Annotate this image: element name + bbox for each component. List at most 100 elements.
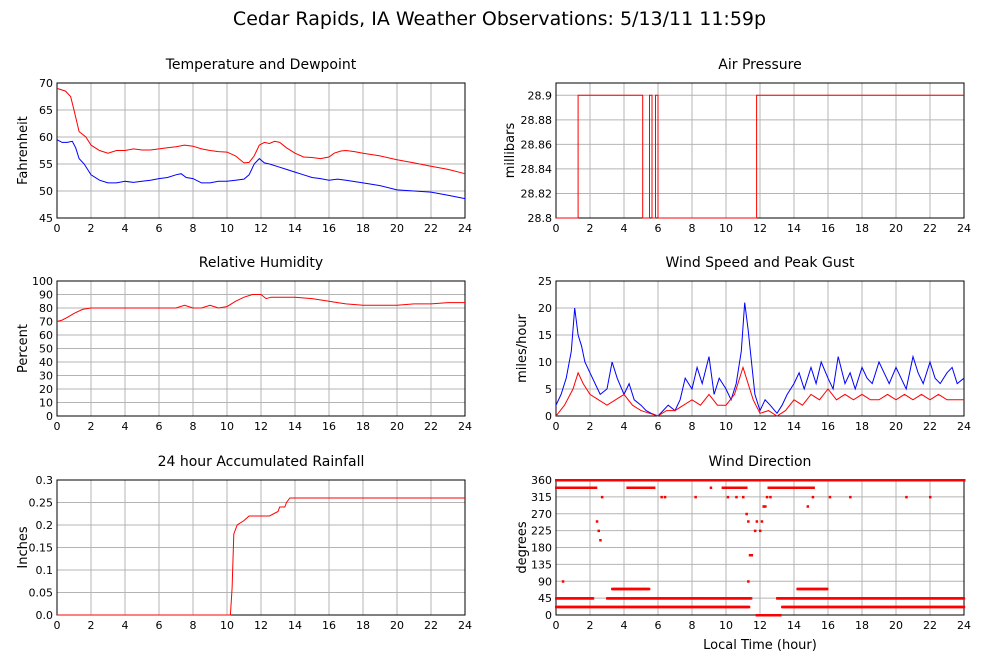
- y-tick-label-dir: 315: [531, 491, 552, 504]
- scatter-point-dir: [779, 614, 782, 617]
- x-tick-label-wind: 12: [753, 420, 767, 433]
- plot-frame-rh: [56, 280, 466, 417]
- x-tick-label-temp: 4: [122, 222, 129, 235]
- x-tick-label-rain: 10: [220, 619, 234, 632]
- x-tick-label-press: 10: [719, 222, 733, 235]
- y-tick-label-rain: 0.05: [29, 587, 54, 600]
- scatter-point-dir: [652, 486, 656, 489]
- scatter-point-dir: [726, 495, 730, 499]
- series-line-press-0: [556, 94, 964, 219]
- y-axis-label-rh: Percent: [16, 324, 31, 373]
- x-tick-label-press: 8: [689, 222, 696, 235]
- x-tick-label-rh: 10: [220, 420, 234, 433]
- scatter-point-dir: [660, 495, 663, 499]
- scatter-point-dir: [759, 529, 762, 533]
- x-tick-label-temp: 16: [322, 222, 336, 235]
- scatter-point-dir: [905, 495, 908, 499]
- y-axis-label-wind: miles/hour: [515, 313, 530, 382]
- x-tick-label-rh: 20: [390, 420, 404, 433]
- x-tick-label-wind: 4: [621, 420, 628, 433]
- x-tick-label-wind: 10: [719, 420, 733, 433]
- x-tick-label-press: 0: [553, 222, 560, 235]
- series-line-rh-0: [56, 294, 465, 322]
- x-tick-label-wind: 0: [553, 420, 560, 433]
- y-tick-label-dir: 270: [531, 508, 552, 521]
- x-tick-label-press: 22: [923, 222, 937, 235]
- x-tick-label-temp: 18: [356, 222, 370, 235]
- x-tick-label-temp: 14: [288, 222, 302, 235]
- y-tick-label-rh: 20: [39, 383, 53, 396]
- y-tick-label-rh: 50: [39, 343, 53, 356]
- x-tick-label-wind: 14: [787, 420, 801, 433]
- x-tick-label-rain: 4: [122, 619, 129, 632]
- x-tick-label-rh: 18: [356, 420, 370, 433]
- y-tick-label-wind: 20: [538, 302, 552, 315]
- y-tick-label-rh: 80: [39, 302, 53, 315]
- x-tick-label-dir: 18: [855, 619, 869, 632]
- x-tick-label-rh: 14: [288, 420, 302, 433]
- x-tick-label-press: 18: [855, 222, 869, 235]
- x-tick-label-rain: 12: [254, 619, 268, 632]
- y-tick-label-rh: 0: [46, 410, 53, 423]
- y-tick-label-dir: 180: [531, 542, 552, 555]
- plot-frame-wind: [555, 280, 965, 417]
- y-tick-label-rh: 30: [39, 370, 53, 383]
- x-tick-label-dir: 2: [587, 619, 594, 632]
- x-tick-label-wind: 6: [655, 420, 662, 433]
- x-tick-label-dir: 0: [553, 619, 560, 632]
- x-tick-label-rh: 2: [88, 420, 95, 433]
- scatter-point-dir: [747, 605, 751, 609]
- chart-title-dir: Wind Direction: [709, 454, 812, 470]
- scatter-point-dir: [811, 495, 815, 499]
- scatter-point-dir: [812, 486, 815, 489]
- x-tick-label-wind: 24: [957, 420, 971, 433]
- y-tick-label-wind: 5: [545, 383, 552, 396]
- x-tick-label-press: 12: [753, 222, 767, 235]
- y-tick-label-wind: 25: [538, 275, 552, 288]
- y-tick-label-press: 28.8: [528, 212, 553, 225]
- x-tick-label-rh: 12: [254, 420, 268, 433]
- y-tick-label-temp: 45: [39, 212, 53, 225]
- scatter-point-dir: [828, 495, 832, 499]
- x-tick-label-wind: 20: [889, 420, 903, 433]
- scatter-point-dir: [963, 479, 966, 482]
- scatter-point-dir: [745, 486, 748, 489]
- y-tick-label-dir: 45: [538, 592, 552, 605]
- scatter-point-dir: [929, 495, 932, 499]
- y-tick-label-rain: 0.1: [36, 564, 54, 577]
- x-tick-label-rain: 0: [54, 619, 61, 632]
- scatter-point-dir: [694, 495, 697, 499]
- x-tick-label-dir: 14: [787, 619, 801, 632]
- scatter-point-dir: [849, 495, 852, 499]
- scatter-point-dir: [750, 554, 753, 557]
- y-axis-label-temp: Fahrenheit: [16, 116, 31, 185]
- scatter-point-dir: [747, 520, 750, 523]
- x-tick-label-rain: 14: [288, 619, 302, 632]
- x-tick-label-temp: 20: [390, 222, 404, 235]
- x-tick-label-press: 24: [957, 222, 971, 235]
- x-tick-label-dir: 12: [753, 619, 767, 632]
- x-tick-label-wind: 8: [689, 420, 696, 433]
- scatter-point-dir: [765, 495, 769, 499]
- x-tick-label-rain: 16: [322, 619, 336, 632]
- x-tick-label-dir: 16: [821, 619, 835, 632]
- scatter-point-dir: [595, 520, 599, 523]
- series-line-rain-0: [57, 497, 465, 616]
- plot-frame-press: [555, 82, 965, 219]
- scatter-point-dir: [600, 495, 604, 499]
- x-tick-label-temp: 2: [88, 222, 95, 235]
- y-tick-label-dir: 0: [545, 609, 552, 622]
- y-tick-label-wind: 10: [538, 356, 552, 369]
- scatter-point-dir: [647, 587, 651, 591]
- x-tick-label-rain: 2: [88, 619, 95, 632]
- y-tick-label-rh: 10: [39, 397, 53, 410]
- x-tick-label-rain: 8: [190, 619, 197, 632]
- x-tick-label-rh: 6: [156, 420, 163, 433]
- y-tick-label-wind: 0: [545, 410, 552, 423]
- scatter-point-dir: [825, 587, 829, 591]
- series-line-temp-1: [56, 139, 466, 200]
- scatter-point-dir: [762, 505, 765, 508]
- x-tick-label-temp: 10: [220, 222, 234, 235]
- x-tick-label-wind: 2: [587, 420, 594, 433]
